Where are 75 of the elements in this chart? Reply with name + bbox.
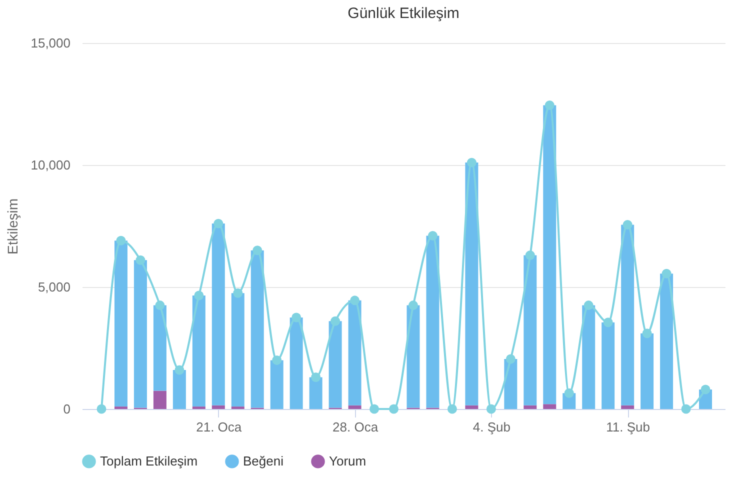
bar [406,305,420,408]
bar [602,322,615,409]
point [642,328,652,338]
bar [524,405,537,409]
bar [348,405,362,409]
point [506,354,516,364]
point [662,268,672,278]
bar [426,236,440,408]
point [292,312,302,322]
point [174,365,184,375]
bar [348,300,362,406]
point [155,300,165,310]
point [389,404,398,414]
point [681,404,691,414]
y-tick-label: 5,000 [38,280,70,294]
bar [114,240,128,407]
bar [543,105,556,404]
point [350,296,360,306]
bar [212,405,225,409]
point [525,250,535,260]
point [330,316,340,326]
point [96,404,106,414]
bar [134,260,147,408]
bar [621,405,634,409]
point [272,355,282,365]
point [447,404,457,414]
bar [621,224,634,406]
bar [465,405,478,409]
point [252,246,262,256]
y-tick-label: 15,000 [30,36,70,50]
y-tick-label: 10,000 [30,158,70,172]
point [233,288,243,298]
point [136,255,146,265]
point [603,318,613,328]
point [466,158,476,168]
bar [524,255,537,406]
bar [270,360,284,409]
chart-title: Günlük Etkileşim [348,5,460,22]
bar [309,377,322,409]
point [116,236,126,246]
point [584,300,594,310]
point [428,231,438,240]
legend-label: Yorum [329,453,366,468]
point [408,300,418,310]
bar [660,274,674,409]
bar [192,296,206,407]
point [370,404,380,414]
bar [212,224,225,406]
point [214,218,224,228]
bar [328,321,342,408]
bar [250,250,264,408]
point [194,290,204,300]
x-tick-label: 11. Şub [606,420,650,434]
bar [153,305,166,391]
x-tick-label: 4. Şub [472,420,510,434]
point [311,372,321,382]
bar [231,293,244,407]
point [700,384,710,394]
bar [290,318,303,409]
x-tick-label: 21. Oca [196,420,242,434]
legend-label: Toplam Etkileşim [100,453,198,468]
y-axis-title: Etkileşim [4,198,21,255]
bar [582,305,596,409]
point [622,220,632,230]
legend-label: Beğeni [243,453,284,468]
bar [543,404,556,409]
x-tick-label: 28. Oca [332,420,379,434]
bar [465,162,478,406]
bar [172,370,186,409]
y-tick-label: 0 [63,402,70,416]
point [544,100,554,110]
point [486,404,496,414]
bar [640,333,654,409]
point [564,388,574,398]
bar [153,390,166,409]
